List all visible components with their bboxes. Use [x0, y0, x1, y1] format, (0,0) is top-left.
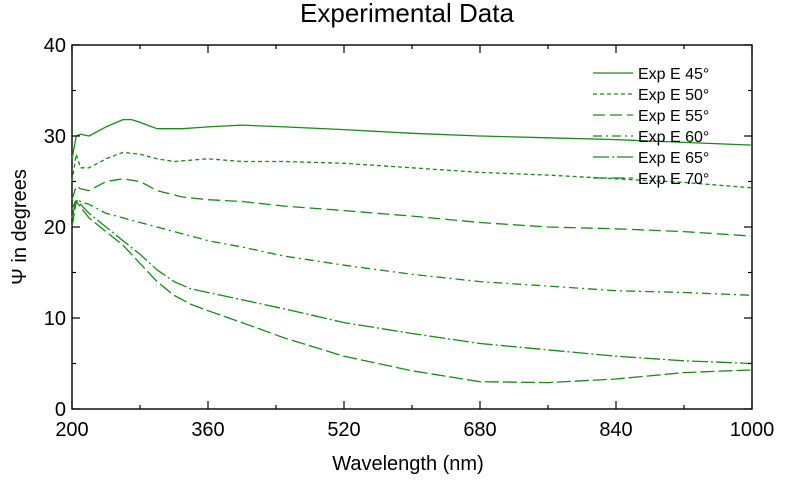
series-line-3 — [71, 178, 753, 237]
legend-label: Exp E 45° — [638, 66, 709, 83]
x-tick-label: 360 — [191, 419, 224, 441]
series-line-4 — [71, 199, 753, 296]
x-tick-label: 1000 — [730, 419, 775, 441]
series-line-6 — [71, 200, 753, 384]
y-axis-label: Ψ in degrees — [9, 169, 31, 285]
x-axis-label: Wavelength (nm) — [332, 453, 484, 475]
x-tick-label: 840 — [599, 419, 632, 441]
x-tick-label: 680 — [463, 419, 496, 441]
chart-title: Experimental Data — [300, 0, 514, 28]
series-layer — [71, 118, 753, 384]
x-tick-label: 520 — [327, 419, 360, 441]
y-tick-label: 0 — [55, 399, 66, 421]
series-line-5 — [71, 199, 753, 365]
legend: Exp E 45° Exp E 50° Exp E 55° Exp E 60° Exp … — [593, 66, 709, 188]
y-tick-label: 30 — [44, 126, 66, 148]
x-axis: 200 360 520 680 840 1000 — [55, 45, 774, 441]
y-tick-label: 10 — [44, 308, 66, 330]
y-axis: 0 10 20 30 40 — [44, 35, 752, 421]
x-tick-label: 200 — [55, 419, 88, 441]
legend-label: Exp E 65° — [638, 150, 709, 167]
legend-label: Exp E 50° — [638, 87, 709, 104]
y-tick-label: 20 — [44, 217, 66, 239]
legend-label: Exp E 60° — [638, 129, 709, 146]
series-line-1 — [71, 118, 753, 159]
legend-label: Exp E 55° — [638, 108, 709, 125]
series-line-2 — [71, 151, 753, 189]
legend-label: Exp E 70° — [638, 171, 709, 188]
y-tick-label: 40 — [44, 35, 66, 57]
